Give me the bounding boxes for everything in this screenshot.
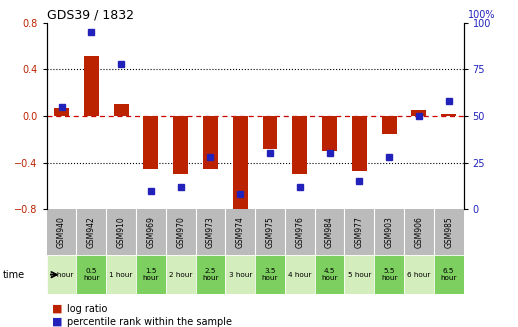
Bar (106, 255, 136, 294)
Text: GSM984: GSM984 (325, 216, 334, 248)
Bar (84, 56, 99, 116)
Text: GSM903: GSM903 (385, 216, 394, 248)
Bar (315, 255, 344, 294)
Bar (143, 116, 159, 168)
Bar (136, 255, 166, 294)
Text: 1.5
hour: 1.5 hour (142, 268, 159, 281)
Text: GSM970: GSM970 (176, 216, 185, 248)
Bar (322, 116, 337, 151)
Bar (292, 116, 307, 174)
Bar (411, 110, 426, 116)
Bar (77, 255, 106, 294)
Bar (344, 255, 374, 294)
Text: percentile rank within the sample: percentile rank within the sample (67, 317, 233, 327)
Bar (203, 116, 218, 168)
Text: GSM940: GSM940 (57, 216, 66, 248)
Text: 0 hour: 0 hour (50, 272, 73, 278)
Text: 4 hour: 4 hour (288, 272, 311, 278)
Bar (173, 116, 188, 174)
Text: 3.5
hour: 3.5 hour (262, 268, 278, 281)
Bar (54, 108, 69, 116)
Text: GSM975: GSM975 (266, 216, 275, 248)
Bar (47, 255, 77, 294)
Bar (374, 255, 404, 294)
Text: time: time (3, 270, 25, 280)
Text: 5.5
hour: 5.5 hour (381, 268, 397, 281)
Text: GSM976: GSM976 (295, 216, 304, 248)
Text: 3 hour: 3 hour (228, 272, 252, 278)
Text: GDS39 / 1832: GDS39 / 1832 (47, 9, 134, 22)
Text: GSM973: GSM973 (206, 216, 215, 248)
Text: GSM942: GSM942 (87, 216, 96, 248)
Text: 100%: 100% (468, 10, 495, 20)
Text: 4.5
hour: 4.5 hour (321, 268, 338, 281)
Text: log ratio: log ratio (67, 304, 108, 314)
Text: 5 hour: 5 hour (348, 272, 371, 278)
Bar (441, 114, 456, 116)
Bar (263, 116, 278, 149)
Bar (113, 104, 128, 116)
Text: GSM974: GSM974 (236, 216, 244, 248)
Bar (404, 255, 434, 294)
Text: 2 hour: 2 hour (169, 272, 192, 278)
Text: GSM910: GSM910 (117, 216, 125, 248)
Text: 6.5
hour: 6.5 hour (440, 268, 457, 281)
Text: ■: ■ (52, 317, 62, 327)
Bar (352, 116, 367, 171)
Text: 6 hour: 6 hour (407, 272, 430, 278)
Bar (382, 116, 397, 133)
Bar (285, 255, 315, 294)
Text: 0.5
hour: 0.5 hour (83, 268, 99, 281)
Text: 2.5
hour: 2.5 hour (202, 268, 219, 281)
Text: GSM985: GSM985 (444, 216, 453, 248)
Bar (225, 255, 255, 294)
Bar (255, 255, 285, 294)
Text: ■: ■ (52, 304, 62, 314)
Bar (196, 255, 225, 294)
Text: GSM906: GSM906 (414, 216, 423, 248)
Text: GSM977: GSM977 (355, 216, 364, 248)
Bar (166, 255, 196, 294)
Text: 1 hour: 1 hour (109, 272, 133, 278)
Text: GSM969: GSM969 (147, 216, 155, 248)
Bar (434, 255, 464, 294)
Bar (233, 116, 248, 212)
